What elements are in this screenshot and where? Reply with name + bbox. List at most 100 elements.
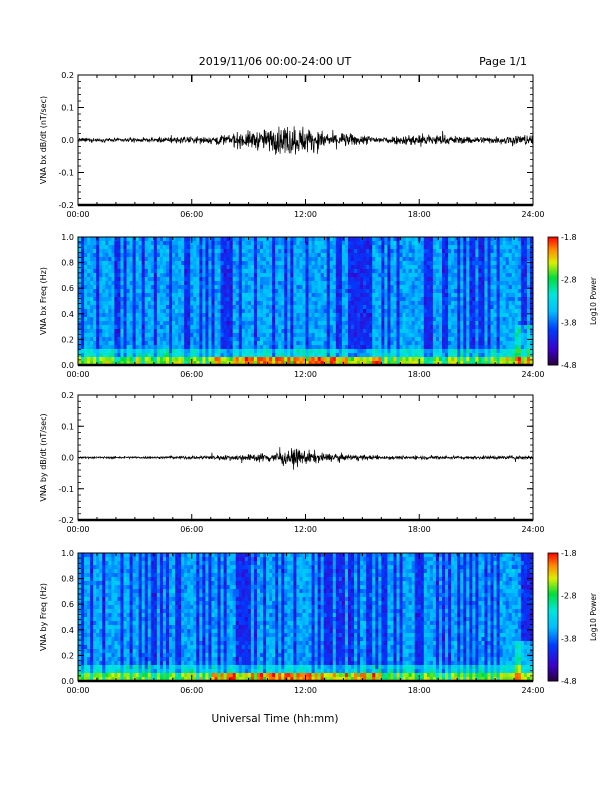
spectrogram-cell bbox=[238, 237, 243, 242]
spectrogram-cell bbox=[484, 333, 488, 338]
spectrogram-cell bbox=[402, 257, 406, 262]
spectrogram-cell bbox=[426, 269, 431, 274]
spectrogram-cell bbox=[129, 357, 133, 362]
spectrogram-cell bbox=[484, 353, 488, 358]
spectrogram-cell bbox=[181, 345, 185, 350]
spectrogram-cell bbox=[253, 329, 258, 334]
spectrogram-cell bbox=[135, 237, 140, 242]
spectrogram-cell bbox=[363, 241, 367, 246]
spectrogram-cell bbox=[135, 325, 140, 330]
spectrogram-cell bbox=[214, 361, 218, 366]
spectrogram-cell bbox=[241, 329, 246, 334]
spectrogram-cell bbox=[487, 301, 491, 306]
spectrogram-cell bbox=[381, 325, 385, 330]
spectrogram-cell bbox=[162, 349, 167, 354]
spectrogram-cell bbox=[363, 337, 367, 342]
spectrogram-cell bbox=[275, 273, 279, 278]
spectrogram-cell bbox=[420, 309, 425, 314]
spectrogram-cell bbox=[463, 305, 467, 310]
spectrogram-cell bbox=[117, 357, 121, 362]
spectrogram-cell bbox=[169, 305, 173, 310]
colorbar-swatch bbox=[548, 311, 558, 315]
spectrogram-cell bbox=[217, 361, 221, 366]
spectrogram-cell bbox=[335, 269, 340, 274]
spectrogram-cell bbox=[272, 289, 276, 294]
spectrogram-cell bbox=[305, 345, 309, 350]
spectrogram-cell bbox=[241, 349, 246, 354]
spectrogram-cell bbox=[117, 361, 121, 366]
spectrogram-cell bbox=[493, 337, 497, 342]
spectrogram-cell bbox=[287, 277, 291, 282]
spectrogram-cell bbox=[484, 265, 488, 270]
spectrogram-cell bbox=[305, 273, 309, 278]
spectrogram-cell bbox=[205, 237, 209, 242]
spectrogram-cell bbox=[117, 353, 121, 358]
spectrogram-cell bbox=[153, 253, 158, 258]
spectrogram-cell bbox=[114, 269, 118, 274]
spectrogram-cell bbox=[399, 337, 403, 342]
spectrogram-cell bbox=[196, 253, 200, 258]
spectrogram-cell bbox=[153, 261, 158, 266]
spectrogram-cell bbox=[141, 281, 146, 286]
spectrogram-cell bbox=[341, 337, 346, 342]
spectrogram-cell bbox=[399, 349, 403, 354]
spectrogram-cell bbox=[520, 253, 525, 258]
spectrogram-cell bbox=[144, 261, 149, 266]
spectrogram-cell bbox=[487, 273, 491, 278]
spectrogram-cell bbox=[123, 281, 127, 286]
spectrogram-cell bbox=[457, 325, 461, 330]
spectrogram-cell bbox=[445, 341, 449, 346]
spectrogram-cell bbox=[123, 285, 127, 290]
spectrogram-cell bbox=[187, 269, 191, 274]
spectrogram-cell bbox=[253, 357, 258, 362]
spectrogram-cell bbox=[448, 361, 452, 366]
spectrogram-cell bbox=[281, 237, 285, 242]
spectrogram-cell bbox=[193, 353, 197, 358]
spectrogram-cell bbox=[126, 317, 130, 322]
spectrogram-cell bbox=[105, 289, 109, 294]
spectrogram-cell bbox=[445, 349, 449, 354]
spectrogram-cell bbox=[429, 273, 434, 278]
spectrogram-cell bbox=[287, 265, 291, 270]
spectrogram-cell bbox=[393, 353, 397, 358]
spectrogram-cell bbox=[90, 345, 94, 350]
spectrogram-cell bbox=[232, 261, 237, 266]
spectrogram-cell bbox=[457, 237, 461, 242]
spectrogram-cell bbox=[323, 317, 328, 322]
spectrogram-cell bbox=[269, 349, 273, 354]
spectrogram-cell bbox=[141, 257, 146, 262]
spectrogram-cell bbox=[141, 345, 146, 350]
spectrogram-cell bbox=[460, 253, 464, 258]
spectrogram-cell bbox=[490, 349, 494, 354]
spectrogram-cell bbox=[529, 341, 534, 346]
spectrogram-cell bbox=[208, 317, 212, 322]
spectrogram-cell bbox=[426, 353, 431, 358]
spectrogram-cell bbox=[445, 313, 449, 318]
spectrogram-cell bbox=[244, 353, 249, 358]
spectrogram-cell bbox=[305, 253, 309, 258]
spectrogram-cell bbox=[184, 329, 188, 334]
spectrogram-cell bbox=[184, 297, 188, 302]
spectrogram-cell bbox=[84, 289, 88, 294]
spectrogram-cell bbox=[235, 297, 240, 302]
spectrogram-cell bbox=[278, 357, 282, 362]
spectrogram-cell bbox=[132, 309, 137, 314]
spectrogram-cell bbox=[187, 305, 191, 310]
spectrogram-cell bbox=[275, 257, 279, 262]
spectrogram-cell bbox=[120, 257, 124, 262]
spectrogram-cell bbox=[284, 289, 288, 294]
spectrogram-cell bbox=[305, 241, 309, 246]
spectrogram-cell bbox=[463, 281, 467, 286]
spectrogram-cell bbox=[120, 357, 124, 362]
spectrogram-cell bbox=[335, 285, 340, 290]
spectrogram-cell bbox=[363, 289, 367, 294]
spectrogram-cell bbox=[244, 253, 249, 258]
spectrogram-cell bbox=[405, 317, 410, 322]
spectrogram-cell bbox=[369, 269, 373, 274]
spectrogram-cell bbox=[305, 237, 309, 242]
spectrogram-cell bbox=[375, 353, 379, 358]
spectrogram-cell bbox=[193, 325, 197, 330]
spectrogram-cell bbox=[90, 333, 94, 338]
spectrogram-cell bbox=[351, 245, 355, 250]
spectrogram-cell bbox=[129, 349, 133, 354]
